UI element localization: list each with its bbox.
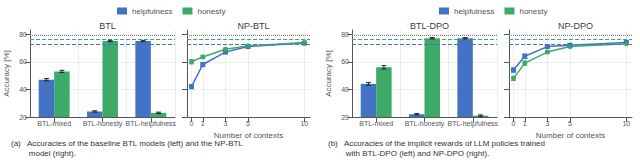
svg-text:5: 5: [246, 120, 250, 127]
svg-text:0: 0: [190, 120, 194, 127]
svg-text:5: 5: [568, 120, 572, 127]
svg-text:BTL-helpfulness: BTL-helpfulness: [126, 120, 177, 128]
svg-text:model (right).: model (right).: [11, 149, 76, 158]
svg-text:BTL-honesty: BTL-honesty: [83, 120, 123, 128]
svg-text:60: 60: [19, 58, 27, 65]
svg-text:helpfulness: helpfulness: [132, 7, 172, 16]
svg-text:10: 10: [300, 120, 308, 127]
svg-text:80: 80: [341, 31, 349, 38]
svg-text:3: 3: [545, 120, 549, 127]
svg-text:10: 10: [622, 120, 630, 127]
svg-text:0: 0: [512, 120, 516, 127]
svg-text:40: 40: [341, 86, 349, 93]
svg-text:Accuracy [%]: Accuracy [%]: [324, 50, 333, 97]
svg-text:60: 60: [341, 58, 349, 65]
svg-text:Number of contexts: Number of contexts: [213, 131, 284, 141]
svg-text:BTL-DPO: BTL-DPO: [410, 21, 449, 31]
svg-text:BTL-helpfulness: BTL-helpfulness: [448, 120, 499, 128]
svg-text:3: 3: [223, 120, 227, 127]
svg-text:1: 1: [201, 120, 205, 127]
svg-text:helpfulness: helpfulness: [454, 7, 494, 16]
svg-text:with BTL-DPO (left) and NP-DPO: with BTL-DPO (left) and NP-DPO (right).: [328, 149, 489, 158]
svg-text:BTL-honesty: BTL-honesty: [405, 120, 445, 128]
svg-text:(b) Accuracies of the implic: (b) Accuracies of the implicit rewards o…: [328, 139, 545, 148]
svg-text:Accuracy [%]: Accuracy [%]: [2, 50, 11, 97]
svg-text:(a) Accuracies of the baseli: (a) Accuracies of the baseline BTL model…: [11, 139, 243, 148]
svg-text:20: 20: [19, 114, 27, 121]
svg-text:NP-BTL: NP-BTL: [237, 21, 269, 31]
svg-text:BTL-mixed: BTL-mixed: [37, 120, 71, 127]
svg-text:BTL: BTL: [99, 21, 116, 31]
svg-text:honesty: honesty: [519, 7, 547, 16]
svg-text:80: 80: [19, 31, 27, 38]
svg-text:20: 20: [341, 114, 349, 121]
svg-text:honesty: honesty: [197, 7, 225, 16]
svg-text:NP-DPO: NP-DPO: [558, 21, 593, 31]
svg-text:BTL-mixed: BTL-mixed: [359, 120, 393, 127]
svg-text:1: 1: [523, 120, 527, 127]
svg-text:40: 40: [19, 86, 27, 93]
svg-text:Number of contexts: Number of contexts: [536, 131, 605, 140]
